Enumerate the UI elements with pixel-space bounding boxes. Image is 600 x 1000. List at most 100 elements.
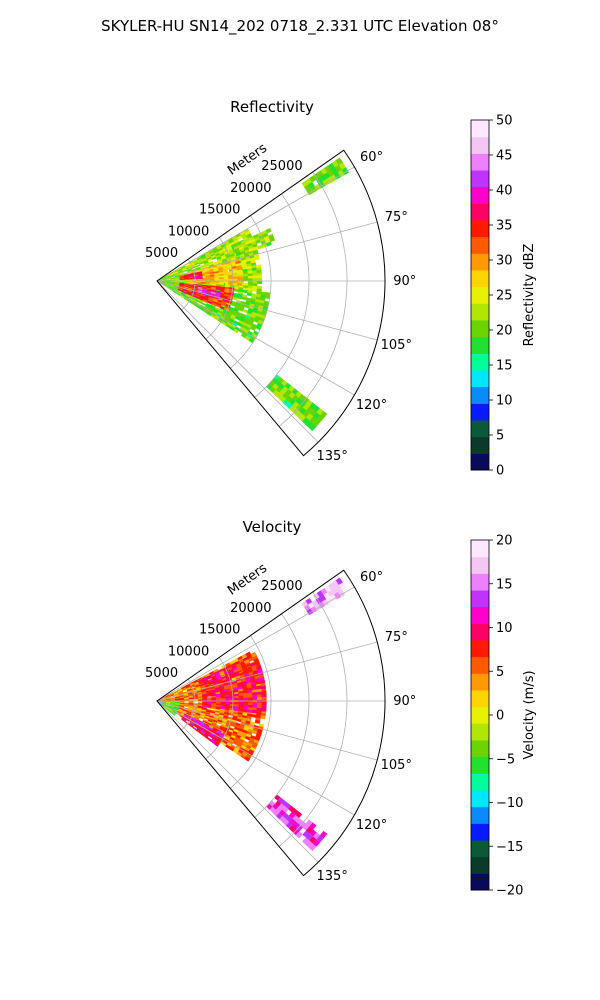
colorbar-segment (471, 253, 489, 271)
sector-frame (156, 149, 386, 457)
colorbar-tick-label: 20 (496, 324, 513, 339)
colorbar-tick-label: 30 (496, 254, 513, 269)
colorbar-tick-label: 15 (496, 577, 513, 592)
echo-bin (265, 241, 272, 247)
azimuth-tick-label: 120° (356, 398, 387, 413)
echo-bin (241, 296, 247, 301)
azimuth-spoke (156, 221, 378, 282)
colorbar-segment (471, 320, 489, 338)
polar-grid (156, 586, 385, 863)
azimuth-spoke (156, 280, 355, 396)
echo-bin (234, 697, 240, 701)
range-ring (278, 591, 348, 847)
colorbar-segment (471, 623, 489, 641)
colorbar-segment (471, 386, 489, 404)
echo-bin (215, 287, 221, 291)
range-tick-label: 25000 (261, 159, 302, 174)
colorbar-tick-label: 15 (496, 359, 513, 374)
azimuth-spoke (156, 280, 378, 341)
echo-bin (247, 283, 253, 287)
echo-bin (197, 277, 203, 280)
colorbar-segment (471, 873, 489, 891)
colorbar-segment (471, 403, 489, 421)
colorbar-tick-label: 0 (496, 464, 504, 479)
echo-bin (229, 707, 235, 711)
range-tick-label: 5000 (145, 666, 178, 681)
echo-bin (247, 694, 253, 699)
echo-bin (193, 277, 199, 280)
echo-bin (256, 269, 262, 274)
echo-bin (261, 694, 267, 698)
colorbar-segment (471, 640, 489, 658)
echo-bin (195, 264, 201, 268)
echo-bin (202, 705, 208, 708)
echo-bin (220, 706, 226, 710)
echo-bin (228, 282, 234, 286)
echo-bin (260, 685, 266, 690)
echo-bin (261, 696, 267, 701)
colorbar-tick-label: 10 (496, 621, 513, 636)
colorbar-segment (471, 286, 489, 304)
colorbar: 0 5 10 15 20 25 30 35 40 45 50 Reflectivity dBZ (470, 114, 537, 479)
echo-bin (252, 699, 258, 704)
echo-bin (261, 702, 267, 707)
echo-bin (174, 282, 180, 284)
azimuth-spoke (156, 700, 319, 863)
colorbar-segment (471, 590, 489, 608)
echo-bin (229, 698, 235, 701)
figure-suptitle: SKYLER-HU SN14_202 0718_2.331 UTC Elevat… (101, 17, 499, 36)
range-ring (230, 635, 272, 789)
range-tick-label: 20000 (230, 181, 271, 196)
colorbar: −20 −15 −10 −5 0 5 10 15 20 Velocity (m/s) (470, 534, 537, 899)
range-ring (181, 258, 196, 311)
colorbar-segment (471, 723, 489, 741)
colorbar-segment (471, 840, 489, 858)
echo-field (156, 157, 350, 432)
range-ring (230, 215, 272, 369)
colorbar-segment (471, 186, 489, 204)
echo-bin (202, 698, 208, 701)
echo-bin (243, 275, 249, 279)
echo-bin (247, 709, 253, 713)
colorbar-segment (471, 856, 489, 874)
colorbar-segment (471, 556, 489, 574)
range-tick-label: 10000 (168, 644, 209, 659)
echo-bin (237, 282, 243, 286)
colorbar-segment (471, 336, 489, 354)
colorbar-tick-label: −20 (496, 884, 523, 899)
echo-bin (260, 715, 266, 720)
colorbar-tick-label: 25 (496, 289, 513, 304)
panel-title: Reflectivity (230, 98, 314, 116)
panel-title: Velocity (243, 518, 302, 536)
azimuth-spoke (156, 280, 319, 443)
echo-bin (252, 702, 258, 706)
colorbar-segment (471, 656, 489, 674)
velocity-panel: Velocity 60° 75° 90° 105° 120° 135° 5000 10000 15… (145, 518, 537, 899)
colorbar-label: Reflectivity dBZ (522, 244, 537, 347)
echo-bin (215, 706, 221, 710)
colorbar-tick-label: 40 (496, 184, 513, 199)
colorbar-tick-label: −15 (496, 840, 523, 855)
colorbar-segment (471, 420, 489, 438)
echo-bin (224, 707, 230, 711)
azimuth-tick-label: 60° (360, 570, 383, 585)
echo-bin (243, 700, 249, 703)
colorbar-segment (471, 806, 489, 824)
colorbar-segment (471, 790, 489, 808)
colorbar-segment (471, 220, 489, 238)
echo-bin (243, 702, 249, 706)
echo-bin (187, 281, 193, 284)
echo-bin (233, 689, 239, 693)
colorbar-segment (471, 453, 489, 471)
echo-bin (206, 694, 212, 697)
echo-bin (257, 699, 263, 703)
range-ring (205, 237, 234, 340)
azimuth-tick-label: 60° (360, 150, 383, 165)
echo-bin (264, 295, 271, 300)
echo-bin (179, 278, 185, 281)
sector-frame (156, 569, 386, 877)
echo-bin (191, 281, 197, 284)
echo-bin (238, 697, 244, 701)
echo-bin (211, 698, 217, 701)
